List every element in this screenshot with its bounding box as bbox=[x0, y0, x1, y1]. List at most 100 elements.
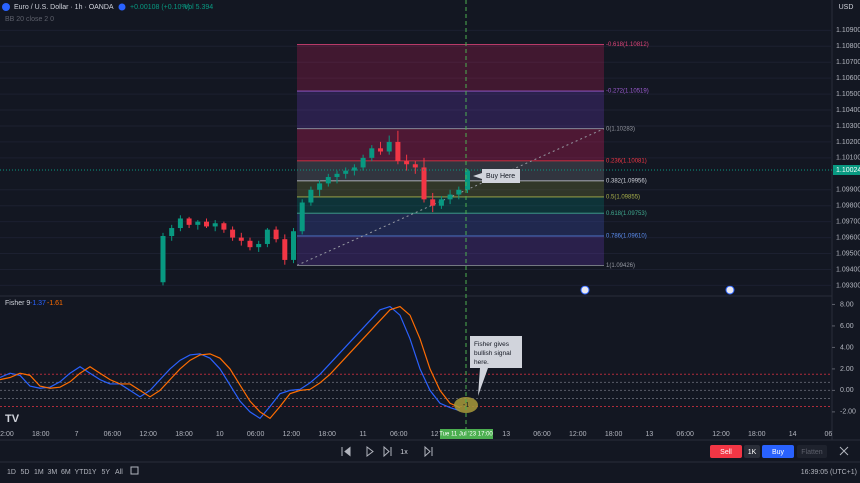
candle-body bbox=[230, 229, 236, 238]
candle-body bbox=[351, 167, 357, 171]
candle-body bbox=[291, 231, 296, 260]
fib-zone bbox=[297, 128, 604, 161]
close-button[interactable] bbox=[839, 446, 849, 456]
range-button[interactable]: 3M bbox=[48, 469, 58, 476]
fib-label: -0.272(1.10519) bbox=[606, 89, 649, 95]
x-tick-label: 18:00 bbox=[605, 431, 623, 438]
step-button[interactable] bbox=[383, 445, 392, 458]
currency: USD bbox=[839, 4, 854, 11]
fib-zone bbox=[297, 160, 604, 181]
speed[interactable]: 1x bbox=[400, 449, 408, 456]
crosshair-tag bbox=[440, 429, 493, 439]
candle-body bbox=[264, 229, 270, 244]
candle-body bbox=[177, 218, 183, 229]
x-tick-label: 13 bbox=[502, 431, 510, 438]
candle-body bbox=[438, 199, 444, 206]
y-tick-label: 1.09700 bbox=[836, 218, 860, 225]
event-flag[interactable] bbox=[725, 285, 735, 295]
buy-button[interactable] bbox=[762, 445, 794, 458]
range-button[interactable]: 1D bbox=[7, 469, 16, 476]
x-tick-label: 13 bbox=[646, 431, 654, 438]
candle-body bbox=[465, 170, 470, 190]
candle-body bbox=[247, 240, 253, 248]
candle-body bbox=[334, 173, 340, 178]
y-tick-label: 8.00 bbox=[840, 301, 854, 308]
sell-button[interactable] bbox=[710, 445, 742, 458]
buy-label[interactable]: Buy bbox=[772, 449, 785, 456]
date-range-icon[interactable] bbox=[130, 466, 139, 475]
candle-body bbox=[212, 223, 218, 227]
x-tick-label: 18:00 bbox=[748, 431, 766, 438]
range-button[interactable]: 5Y bbox=[102, 469, 111, 476]
price-change: +0.00108 (+0.10%) bbox=[130, 4, 190, 11]
y-tick-label: 1.09600 bbox=[836, 234, 860, 241]
x-tick-label: 10 bbox=[216, 431, 224, 438]
candle-body bbox=[456, 189, 462, 195]
playback-controls bbox=[341, 445, 433, 458]
candle-body bbox=[343, 170, 349, 174]
candle-body bbox=[325, 177, 331, 184]
last-price-tag bbox=[833, 164, 860, 175]
quantity[interactable]: 1K bbox=[748, 449, 757, 456]
back-button[interactable] bbox=[341, 446, 351, 457]
range-button[interactable]: All bbox=[115, 469, 123, 476]
y-tick-label: 0.00 bbox=[840, 387, 854, 394]
fib-zone bbox=[297, 213, 604, 237]
candle-body bbox=[430, 199, 436, 206]
x-tick-label: 06 bbox=[825, 431, 833, 438]
x-tick-label: 12:00 bbox=[569, 431, 587, 438]
x-tick-label: 18:00 bbox=[175, 431, 193, 438]
y-tick-label: 1.09800 bbox=[836, 203, 860, 210]
range-button[interactable]: 6M bbox=[61, 469, 71, 476]
clock: 16:39:05 (UTC+1) bbox=[801, 469, 857, 476]
y-tick-label: 1.09900 bbox=[836, 187, 860, 194]
x-tick-label: 06:00 bbox=[104, 431, 122, 438]
forward-button[interactable] bbox=[424, 445, 433, 458]
candle-body bbox=[317, 183, 323, 190]
range-button[interactable]: 1M bbox=[34, 469, 44, 476]
flatten-button[interactable] bbox=[797, 445, 827, 458]
quantity-box[interactable] bbox=[744, 445, 760, 458]
candle-body bbox=[282, 239, 288, 260]
candle-body bbox=[299, 202, 305, 232]
indicator-name: Fisher 9 bbox=[5, 300, 30, 307]
fib-label: 0(1.10283) bbox=[606, 126, 635, 132]
range-button[interactable]: 1Y bbox=[88, 469, 97, 476]
y-tick-label: 1.10500 bbox=[836, 91, 860, 98]
fib-label: 0.236(1.10081) bbox=[606, 158, 647, 164]
sell-label[interactable]: Sell bbox=[720, 449, 732, 456]
y-tick-label: 6.00 bbox=[840, 323, 854, 330]
y-tick-label: 1.10300 bbox=[836, 123, 860, 130]
symbol-icon bbox=[2, 3, 10, 11]
fib-zone bbox=[297, 180, 604, 197]
x-tick-label: 7 bbox=[75, 431, 79, 438]
x-tick-label: 11 bbox=[359, 431, 366, 438]
last-price-label: 1.10024 bbox=[836, 167, 860, 174]
range-button[interactable]: YTD bbox=[75, 469, 89, 476]
y-tick-label: 1.10400 bbox=[836, 107, 860, 114]
signal-label: -1 bbox=[463, 402, 469, 409]
range-button[interactable]: 5D bbox=[21, 469, 30, 476]
candle-body bbox=[169, 228, 175, 237]
y-tick-label: 1.10200 bbox=[836, 139, 860, 146]
candle-body bbox=[386, 141, 392, 152]
candle-body bbox=[160, 236, 166, 283]
x-tick-label: 06:00 bbox=[247, 431, 265, 438]
market-icon[interactable] bbox=[118, 3, 126, 11]
fib-zone bbox=[297, 91, 604, 129]
fib-label: 0.618(1.09753) bbox=[606, 211, 647, 217]
fib-label: -0.618(1.10812) bbox=[606, 42, 649, 48]
signal-marker bbox=[454, 397, 478, 413]
candle-body bbox=[447, 194, 453, 200]
candle-body bbox=[186, 218, 192, 225]
y-tick-label: 1.10800 bbox=[836, 43, 860, 50]
event-flag[interactable] bbox=[580, 285, 590, 295]
candle-body bbox=[395, 141, 401, 162]
callout-text: Buy Here bbox=[486, 173, 515, 180]
x-tick-label: 06:00 bbox=[390, 431, 408, 438]
flatten-label[interactable]: Flatten bbox=[801, 449, 823, 456]
candle-body bbox=[378, 148, 383, 152]
play-button[interactable] bbox=[366, 446, 374, 457]
candle-body bbox=[256, 243, 262, 248]
x-tick-label: 12 bbox=[431, 431, 439, 438]
